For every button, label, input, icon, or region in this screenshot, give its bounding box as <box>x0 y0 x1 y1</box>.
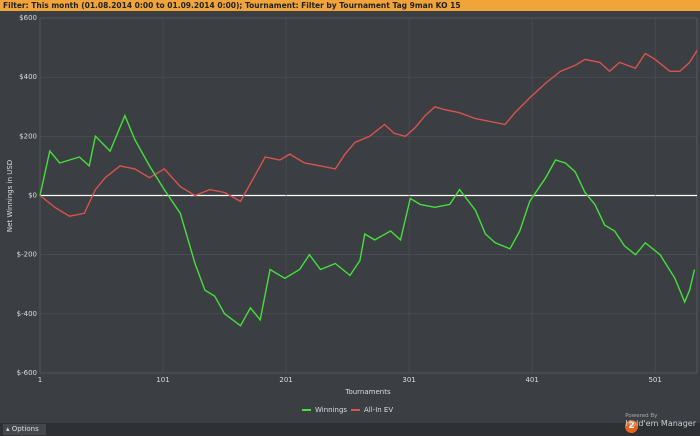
y-tick-label: $-600 <box>17 369 37 377</box>
product-name: Hold'em Manager <box>625 419 696 428</box>
line-series <box>39 113 696 327</box>
y-tick-label: $600 <box>19 14 37 22</box>
x-axis-title: Tournaments <box>344 388 391 396</box>
y-tick-label: $-400 <box>17 310 37 318</box>
legend-label: All-In EV <box>364 406 393 414</box>
y-tick-label: $200 <box>19 132 37 140</box>
x-tick-label: 501 <box>648 376 661 384</box>
y-tick-label: $0 <box>28 192 37 200</box>
x-tick-label: 301 <box>402 376 415 384</box>
powered-by: Powered By <box>625 413 658 419</box>
logo: 2 <box>625 420 638 433</box>
x-tick-label: 1 <box>38 376 42 384</box>
branding: Powered By Hold'em Manager <box>625 413 696 428</box>
line-series <box>39 50 698 217</box>
options-button[interactable]: ▴ Options <box>3 424 46 435</box>
x-tick-label: 201 <box>279 376 292 384</box>
x-tick-label: 401 <box>525 376 538 384</box>
y-tick-label: $400 <box>19 73 37 81</box>
legend-label: Winnings <box>315 406 347 414</box>
options-label[interactable]: Options <box>11 425 39 433</box>
x-tick-label: 101 <box>156 376 169 384</box>
bottom-bar: ▴ Options <box>0 423 700 436</box>
y-axis-title: Net Winnings in USD <box>6 160 14 232</box>
filter-bar: Filter: This month (01.08.2014 0:00 to 0… <box>0 0 700 11</box>
y-tick-label: $-200 <box>17 251 37 259</box>
